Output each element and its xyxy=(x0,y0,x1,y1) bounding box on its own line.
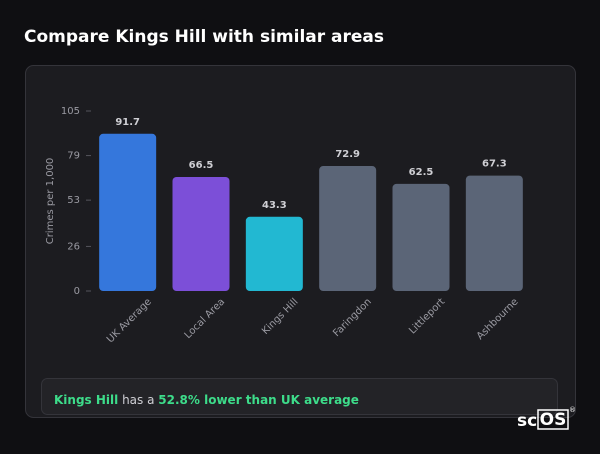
value-label: 67.3 xyxy=(482,159,507,170)
summary-text: has a xyxy=(122,393,154,407)
y-tick-label: 53 xyxy=(67,195,80,206)
bar xyxy=(465,175,523,291)
y-tick-label: 0 xyxy=(74,286,80,297)
chart-title: Compare Kings Hill with similar areas xyxy=(24,27,384,47)
logo-mark: ® xyxy=(569,406,576,414)
summary-box xyxy=(41,378,558,415)
y-tick-label: 105 xyxy=(61,106,80,117)
y-tick-label: 79 xyxy=(67,151,80,162)
y-tick-label: 26 xyxy=(67,241,80,252)
bar xyxy=(172,177,230,291)
logo-box xyxy=(537,409,569,430)
value-label: 43.3 xyxy=(262,200,287,211)
value-label: 72.9 xyxy=(335,149,360,160)
bar xyxy=(392,183,450,291)
value-label: 66.5 xyxy=(189,160,214,171)
summary: Kings Hill has a 52.8% lower than UK ave… xyxy=(54,393,359,407)
value-label: 91.7 xyxy=(115,117,140,128)
bar xyxy=(319,166,377,291)
y-axis-label: Crimes per 1,000 xyxy=(45,158,56,245)
value-label: 62.5 xyxy=(409,167,434,178)
bar xyxy=(245,216,303,291)
summary-area: Kings Hill xyxy=(54,393,118,407)
logo-boxed: OS xyxy=(540,410,567,430)
summary-highlight: 52.8% lower than UK average xyxy=(158,393,359,407)
logo-prefix: sc xyxy=(517,411,537,431)
bar xyxy=(99,133,157,291)
